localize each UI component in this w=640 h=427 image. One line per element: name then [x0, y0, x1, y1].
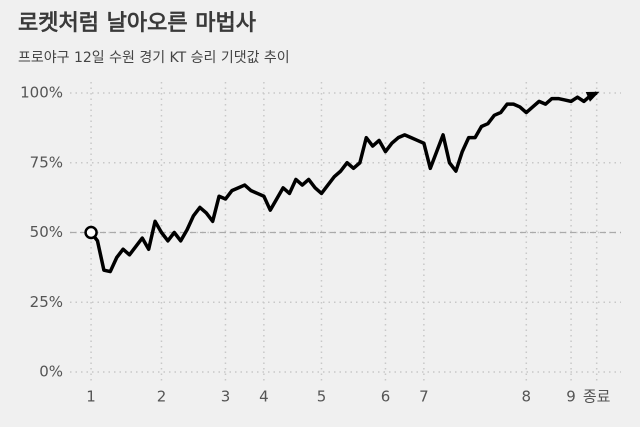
y-tick-label: 50%	[30, 223, 63, 241]
y-tick-label: 100%	[20, 84, 63, 102]
chart-subtitle: 프로야구 12일 수원 경기 KT 승리 기댓값 추이	[18, 50, 290, 66]
x-tick-label: 종료	[583, 388, 611, 406]
line	[89, 91, 598, 274]
y-tick-label: 75%	[30, 153, 63, 171]
x-tick-label: 4	[259, 388, 269, 406]
start-marker	[84, 225, 98, 240]
x-tick-label: 7	[419, 388, 429, 406]
chart-title: 로켓처럼 날아오른 마법사	[18, 11, 257, 36]
x-tick-label: 5	[317, 388, 327, 406]
x-tick-label: 8	[522, 388, 532, 406]
x-tick-label: 6	[381, 388, 391, 406]
y-tick-label: 25%	[30, 293, 63, 311]
x-tick-label: 2	[157, 388, 167, 406]
end-arrow	[585, 91, 600, 102]
x-tick-label: 9	[566, 388, 576, 406]
y-tick-label: 0%	[39, 363, 63, 381]
x-tick-label: 3	[221, 388, 231, 406]
x-tick-label: 1	[86, 388, 96, 406]
